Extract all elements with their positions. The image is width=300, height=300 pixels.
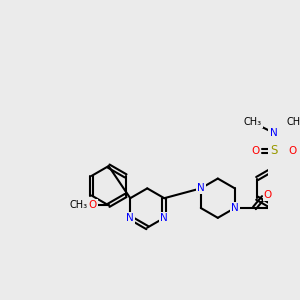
Text: O: O bbox=[289, 146, 297, 156]
Text: O: O bbox=[251, 146, 260, 156]
Text: N: N bbox=[231, 203, 239, 213]
Text: S: S bbox=[270, 144, 278, 158]
Text: O: O bbox=[264, 190, 272, 200]
Text: N: N bbox=[126, 213, 134, 223]
Text: O: O bbox=[88, 200, 97, 210]
Text: N: N bbox=[270, 128, 278, 138]
Text: N: N bbox=[160, 213, 168, 223]
Text: CH₃: CH₃ bbox=[286, 117, 300, 127]
Text: CH₃: CH₃ bbox=[244, 117, 262, 127]
Text: CH₃: CH₃ bbox=[69, 200, 87, 210]
Text: N: N bbox=[197, 183, 205, 194]
